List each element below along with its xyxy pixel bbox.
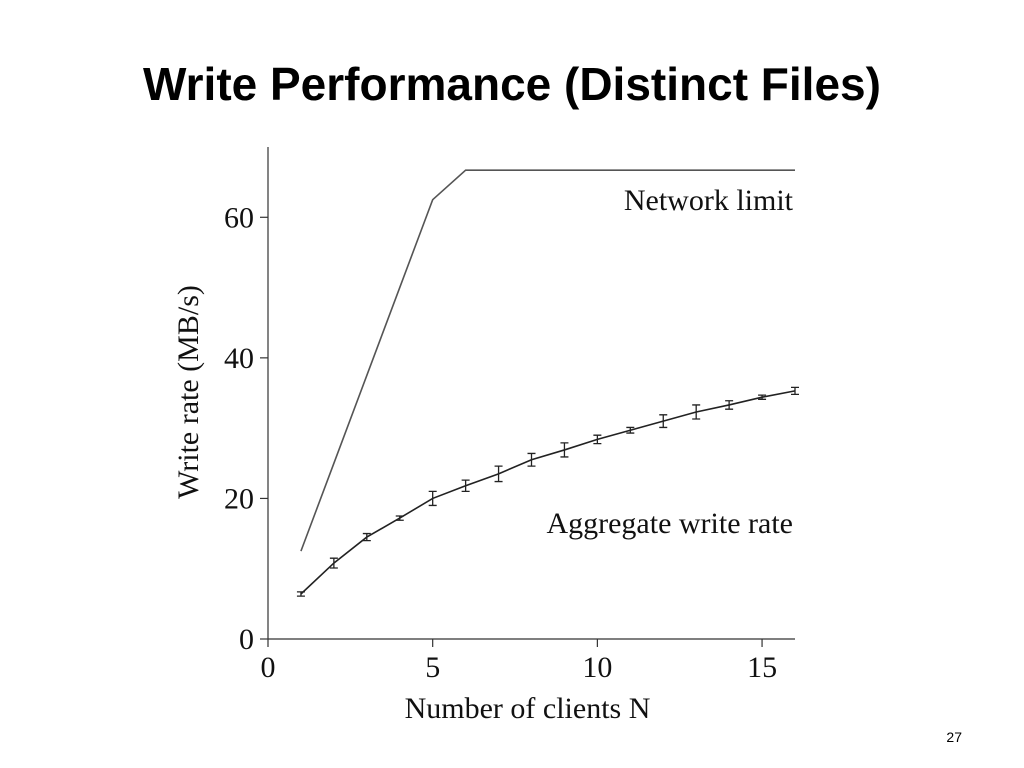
error-bar [725,400,734,410]
x-axis-label: Number of clients N [405,692,651,725]
y-tick-label: 60 [224,201,254,234]
error-bar [428,490,437,507]
error-bar [692,404,701,420]
page-number: 27 [946,729,962,745]
error-bar [593,434,602,445]
y-tick-label: 0 [239,623,254,656]
x-tick-label: 5 [425,651,440,684]
y-axis-label: Write rate (MB/s) [172,285,205,499]
slide-title: Write Performance (Distinct Files) [143,58,881,110]
error-bar [329,557,338,569]
chart: 0 20 40 60 0 5 10 15 Number of clients N Write ra… [172,147,799,725]
y-tick-label: 40 [224,342,254,375]
error-bar [362,532,371,542]
error-bar [659,414,668,429]
error-bar [395,515,404,521]
series-label: Network limit [624,184,794,217]
error-bar [758,394,767,400]
x-tick-label: 10 [582,651,612,684]
series-label: Aggregate write rate [546,507,793,540]
series-line [300,169,795,552]
x-tick-label: 0 [261,651,276,684]
error-bar [626,426,635,434]
error-bar [494,465,503,483]
error-bar [560,442,569,458]
x-tick-label: 15 [747,651,777,684]
error-bar [461,479,470,493]
error-bar [296,591,305,597]
y-tick-label: 20 [224,482,254,515]
series-line [300,390,796,595]
error-bar [527,452,536,467]
error-bar [791,386,799,396]
